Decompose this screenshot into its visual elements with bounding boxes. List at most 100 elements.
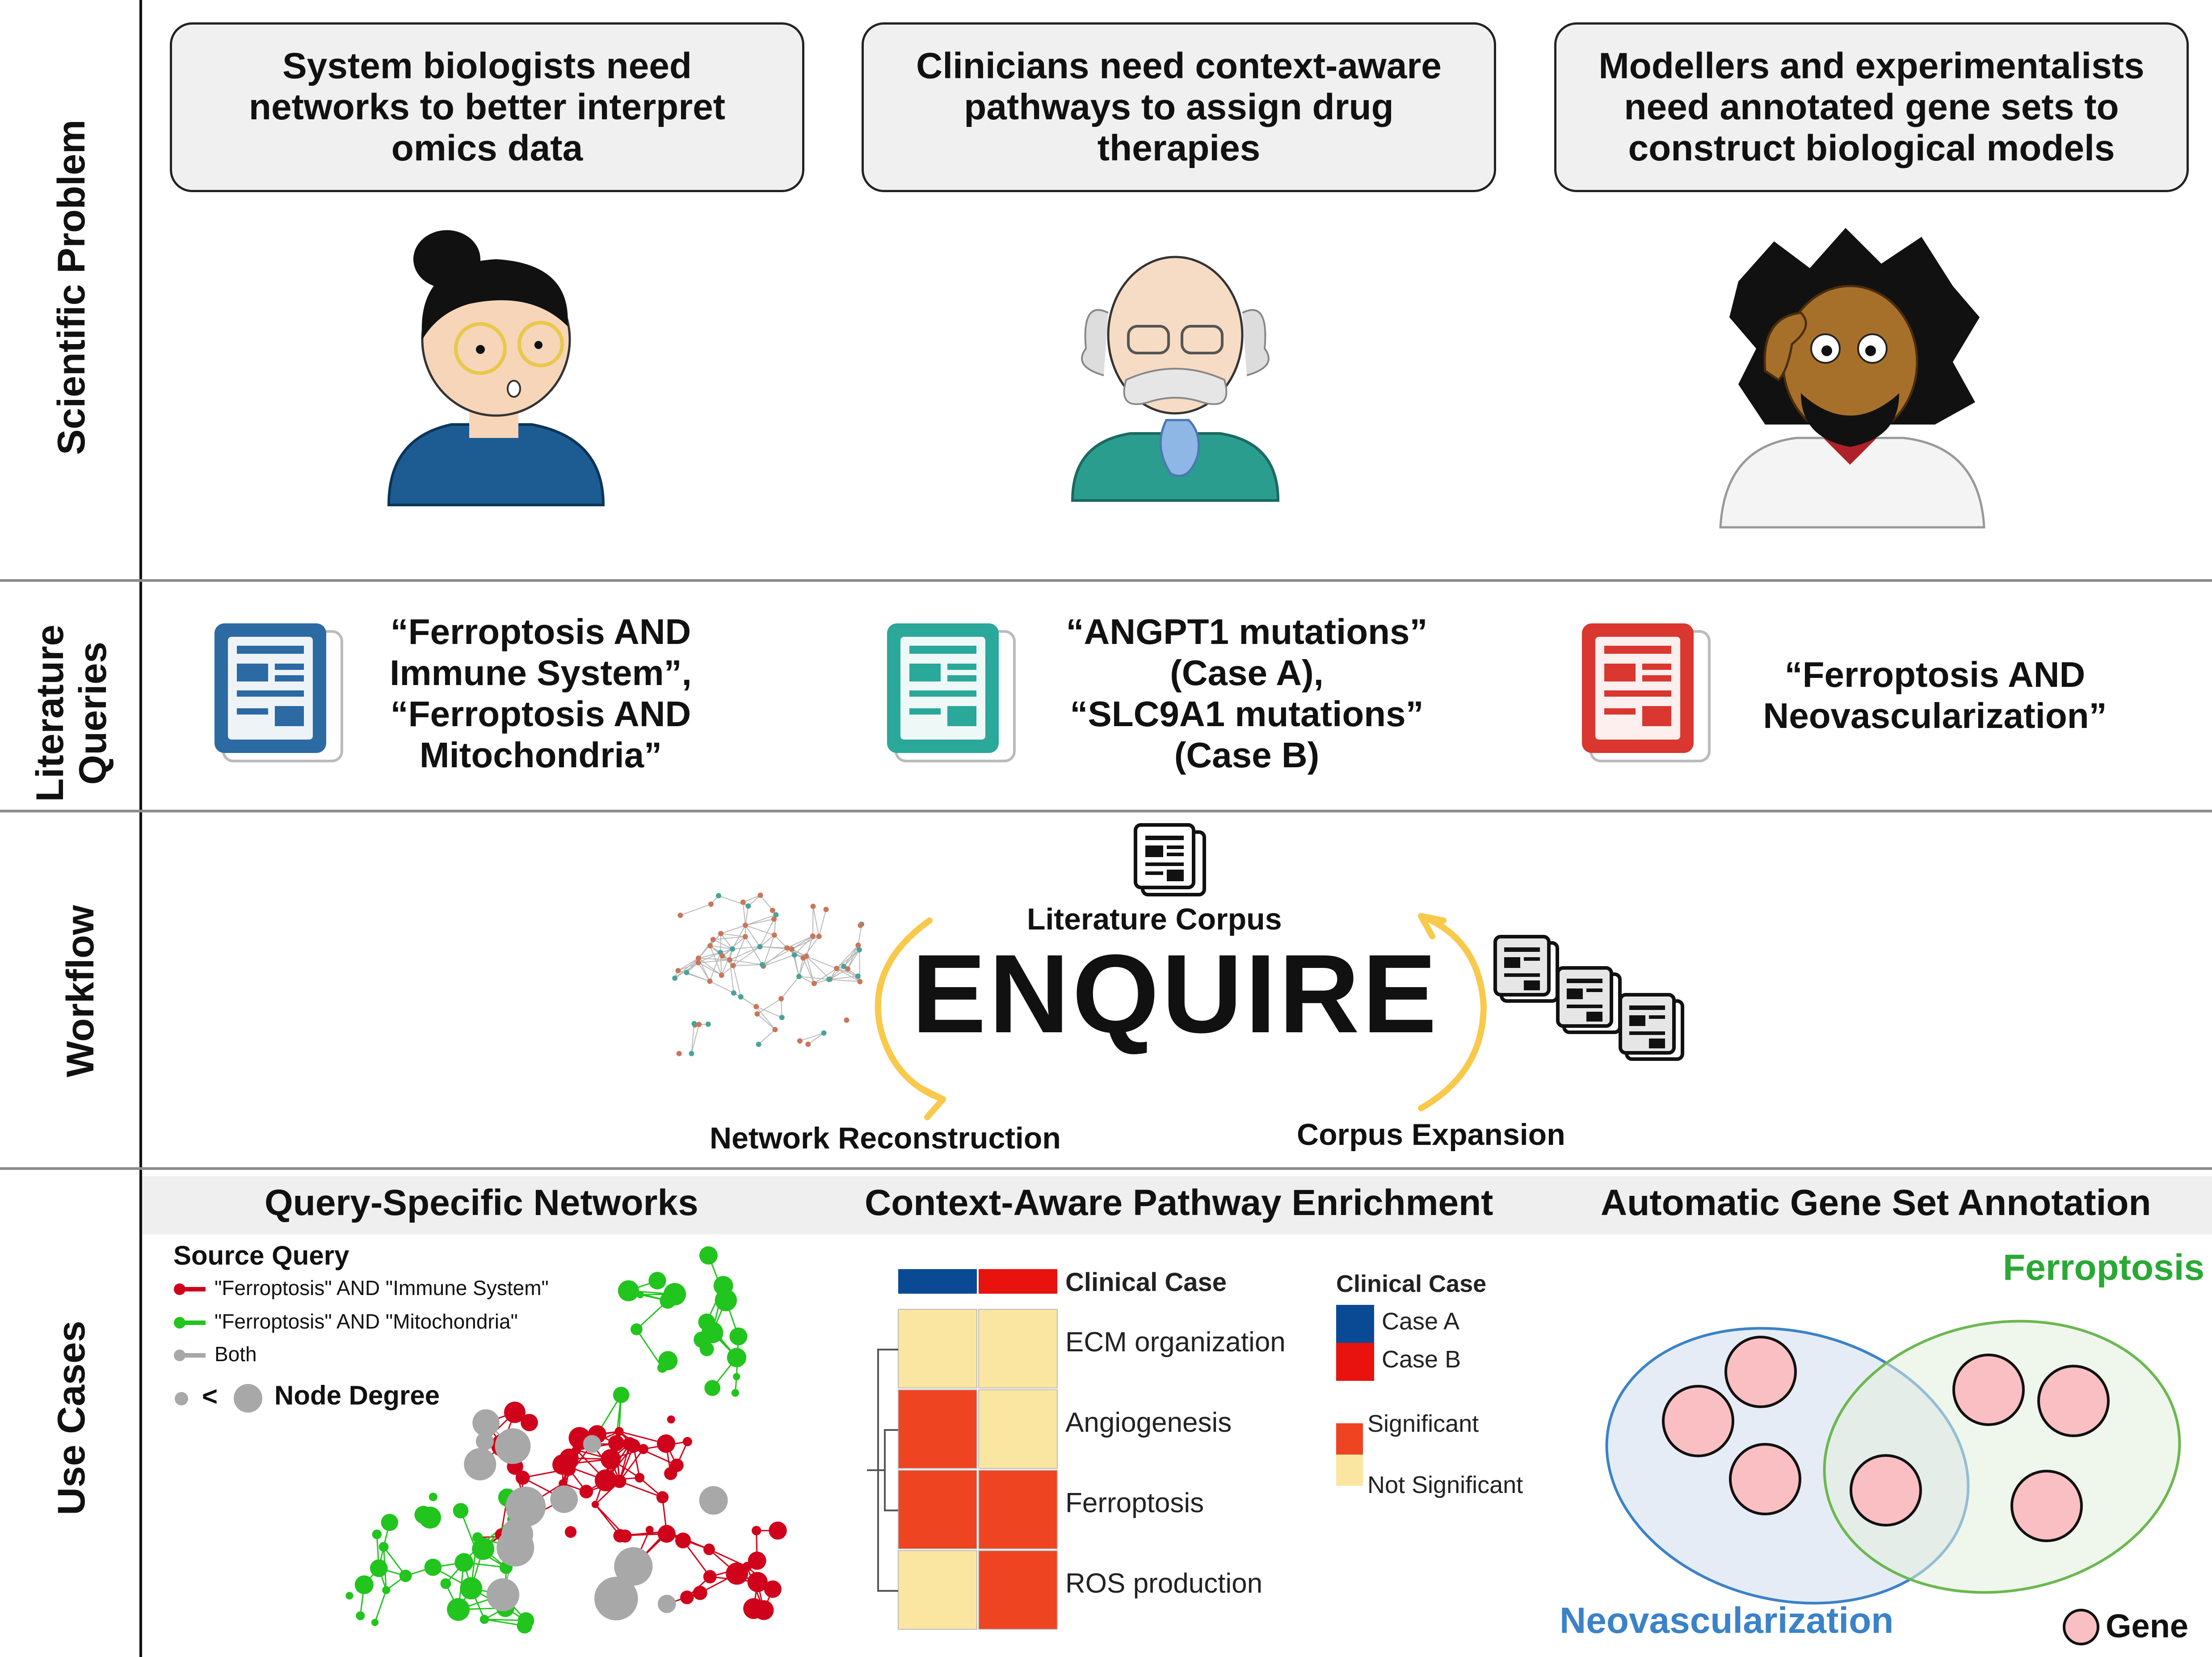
network-edge (760, 895, 773, 911)
node-degree-large-node (234, 1384, 262, 1413)
network-node (608, 1435, 625, 1451)
modeller-illustration (1719, 228, 1985, 529)
network-edge (829, 979, 860, 982)
network-node (622, 1437, 637, 1451)
network-edge (698, 959, 730, 963)
network-edge (814, 968, 837, 984)
network-node (718, 931, 724, 937)
network-edge (756, 1006, 782, 1018)
gene-legend-label: Gene (2106, 1607, 2189, 1644)
network-node (501, 1518, 534, 1550)
network-edge (763, 947, 787, 967)
network-node (803, 953, 809, 959)
network-node (771, 916, 777, 922)
network-node (614, 1547, 653, 1586)
legend-swatch-case-a (1336, 1305, 1374, 1343)
network-edge (729, 959, 734, 993)
network-node (696, 1022, 702, 1027)
network-edge (847, 949, 860, 969)
heatmap-cell (898, 1470, 977, 1549)
network-node (675, 1532, 691, 1548)
network-edge (745, 925, 775, 936)
network-node (504, 1401, 526, 1423)
legend-swatch-not-significant (1336, 1455, 1363, 1486)
network-edge (713, 939, 733, 950)
network-edge (757, 998, 782, 1014)
network-edge (762, 949, 792, 965)
node-degree-less-than: < (202, 1381, 218, 1411)
network-node (719, 953, 725, 959)
clinician-illustration (1071, 256, 1280, 502)
network-node (694, 1331, 710, 1348)
venn-label-ferroptosis: Ferroptosis (2003, 1247, 2205, 1288)
network-node (594, 1577, 638, 1621)
network-node (855, 973, 861, 979)
network-node (370, 1559, 388, 1577)
network-node (564, 1526, 577, 1538)
heatmap-header-label: Clinical Case (1065, 1268, 1227, 1297)
network-node (695, 955, 701, 961)
venn-label-neovascularization: Neovascularization (1560, 1600, 1894, 1641)
network-node (698, 1313, 715, 1331)
row-label-queries-line1: Literature (29, 624, 71, 802)
row-label-scientific-problem: Scientific Problem (50, 119, 93, 455)
network-node (658, 1351, 678, 1371)
use-case-title-networks: Query-Specific Networks (265, 1182, 698, 1223)
network-node (675, 968, 681, 974)
gene-node (1952, 1354, 2025, 1426)
network-node (552, 1454, 573, 1475)
network-node (705, 1021, 711, 1027)
network-node (841, 963, 847, 969)
network-node (757, 944, 763, 950)
network-node (667, 1415, 675, 1424)
network-node (773, 912, 779, 918)
network-node (855, 942, 861, 948)
network-node (645, 1526, 654, 1534)
network-edge (713, 936, 745, 940)
corpus-expansion-icons (1493, 935, 1684, 1061)
literature-corpus-icon (1134, 823, 1206, 896)
network-edge (794, 955, 799, 977)
network-node (727, 957, 732, 963)
network-edge (836, 945, 859, 969)
heatmap-case-header-cell (898, 1269, 977, 1294)
network-node (796, 974, 802, 980)
row-label-workflow: Workflow (59, 905, 102, 1077)
network-node (672, 975, 678, 981)
network-edge (722, 936, 746, 956)
network-node (789, 946, 795, 952)
network-edge (781, 976, 799, 999)
gene-node (1729, 1443, 1801, 1515)
network-edge (763, 935, 775, 967)
network-node (618, 1280, 639, 1301)
enrichment-heatmap (867, 1269, 1058, 1630)
network-edge (733, 964, 762, 966)
enquire-title: ENQUIRE (912, 931, 1440, 1056)
gene-node (2010, 1470, 2083, 1542)
network-node (784, 945, 790, 951)
network-node (594, 1469, 617, 1492)
network-node (471, 1545, 480, 1553)
network-node (601, 1449, 621, 1469)
network-node (635, 1472, 645, 1483)
network-node (453, 1503, 469, 1518)
network-node (656, 1434, 676, 1453)
network-edge (674, 958, 699, 979)
network-node (844, 1017, 849, 1023)
network-node (691, 1021, 697, 1026)
network-node (613, 1474, 627, 1488)
network-node (747, 1572, 768, 1592)
network-node (414, 1506, 433, 1524)
network-node (742, 1562, 752, 1572)
network-node (378, 1542, 389, 1552)
row-label-literature-queries: Literature Queries (29, 615, 114, 812)
network-edge (698, 952, 721, 963)
heatmap-legend-title: Clinical Case (1336, 1270, 1487, 1297)
workflow-network-graphic (672, 892, 865, 1056)
network-edge (721, 949, 733, 976)
network-node (764, 1580, 782, 1598)
network-node (354, 1575, 374, 1594)
row-label-queries-line2: Queries (71, 641, 114, 785)
systems-biologist-illustration (387, 230, 605, 506)
network-edge (807, 1032, 824, 1045)
